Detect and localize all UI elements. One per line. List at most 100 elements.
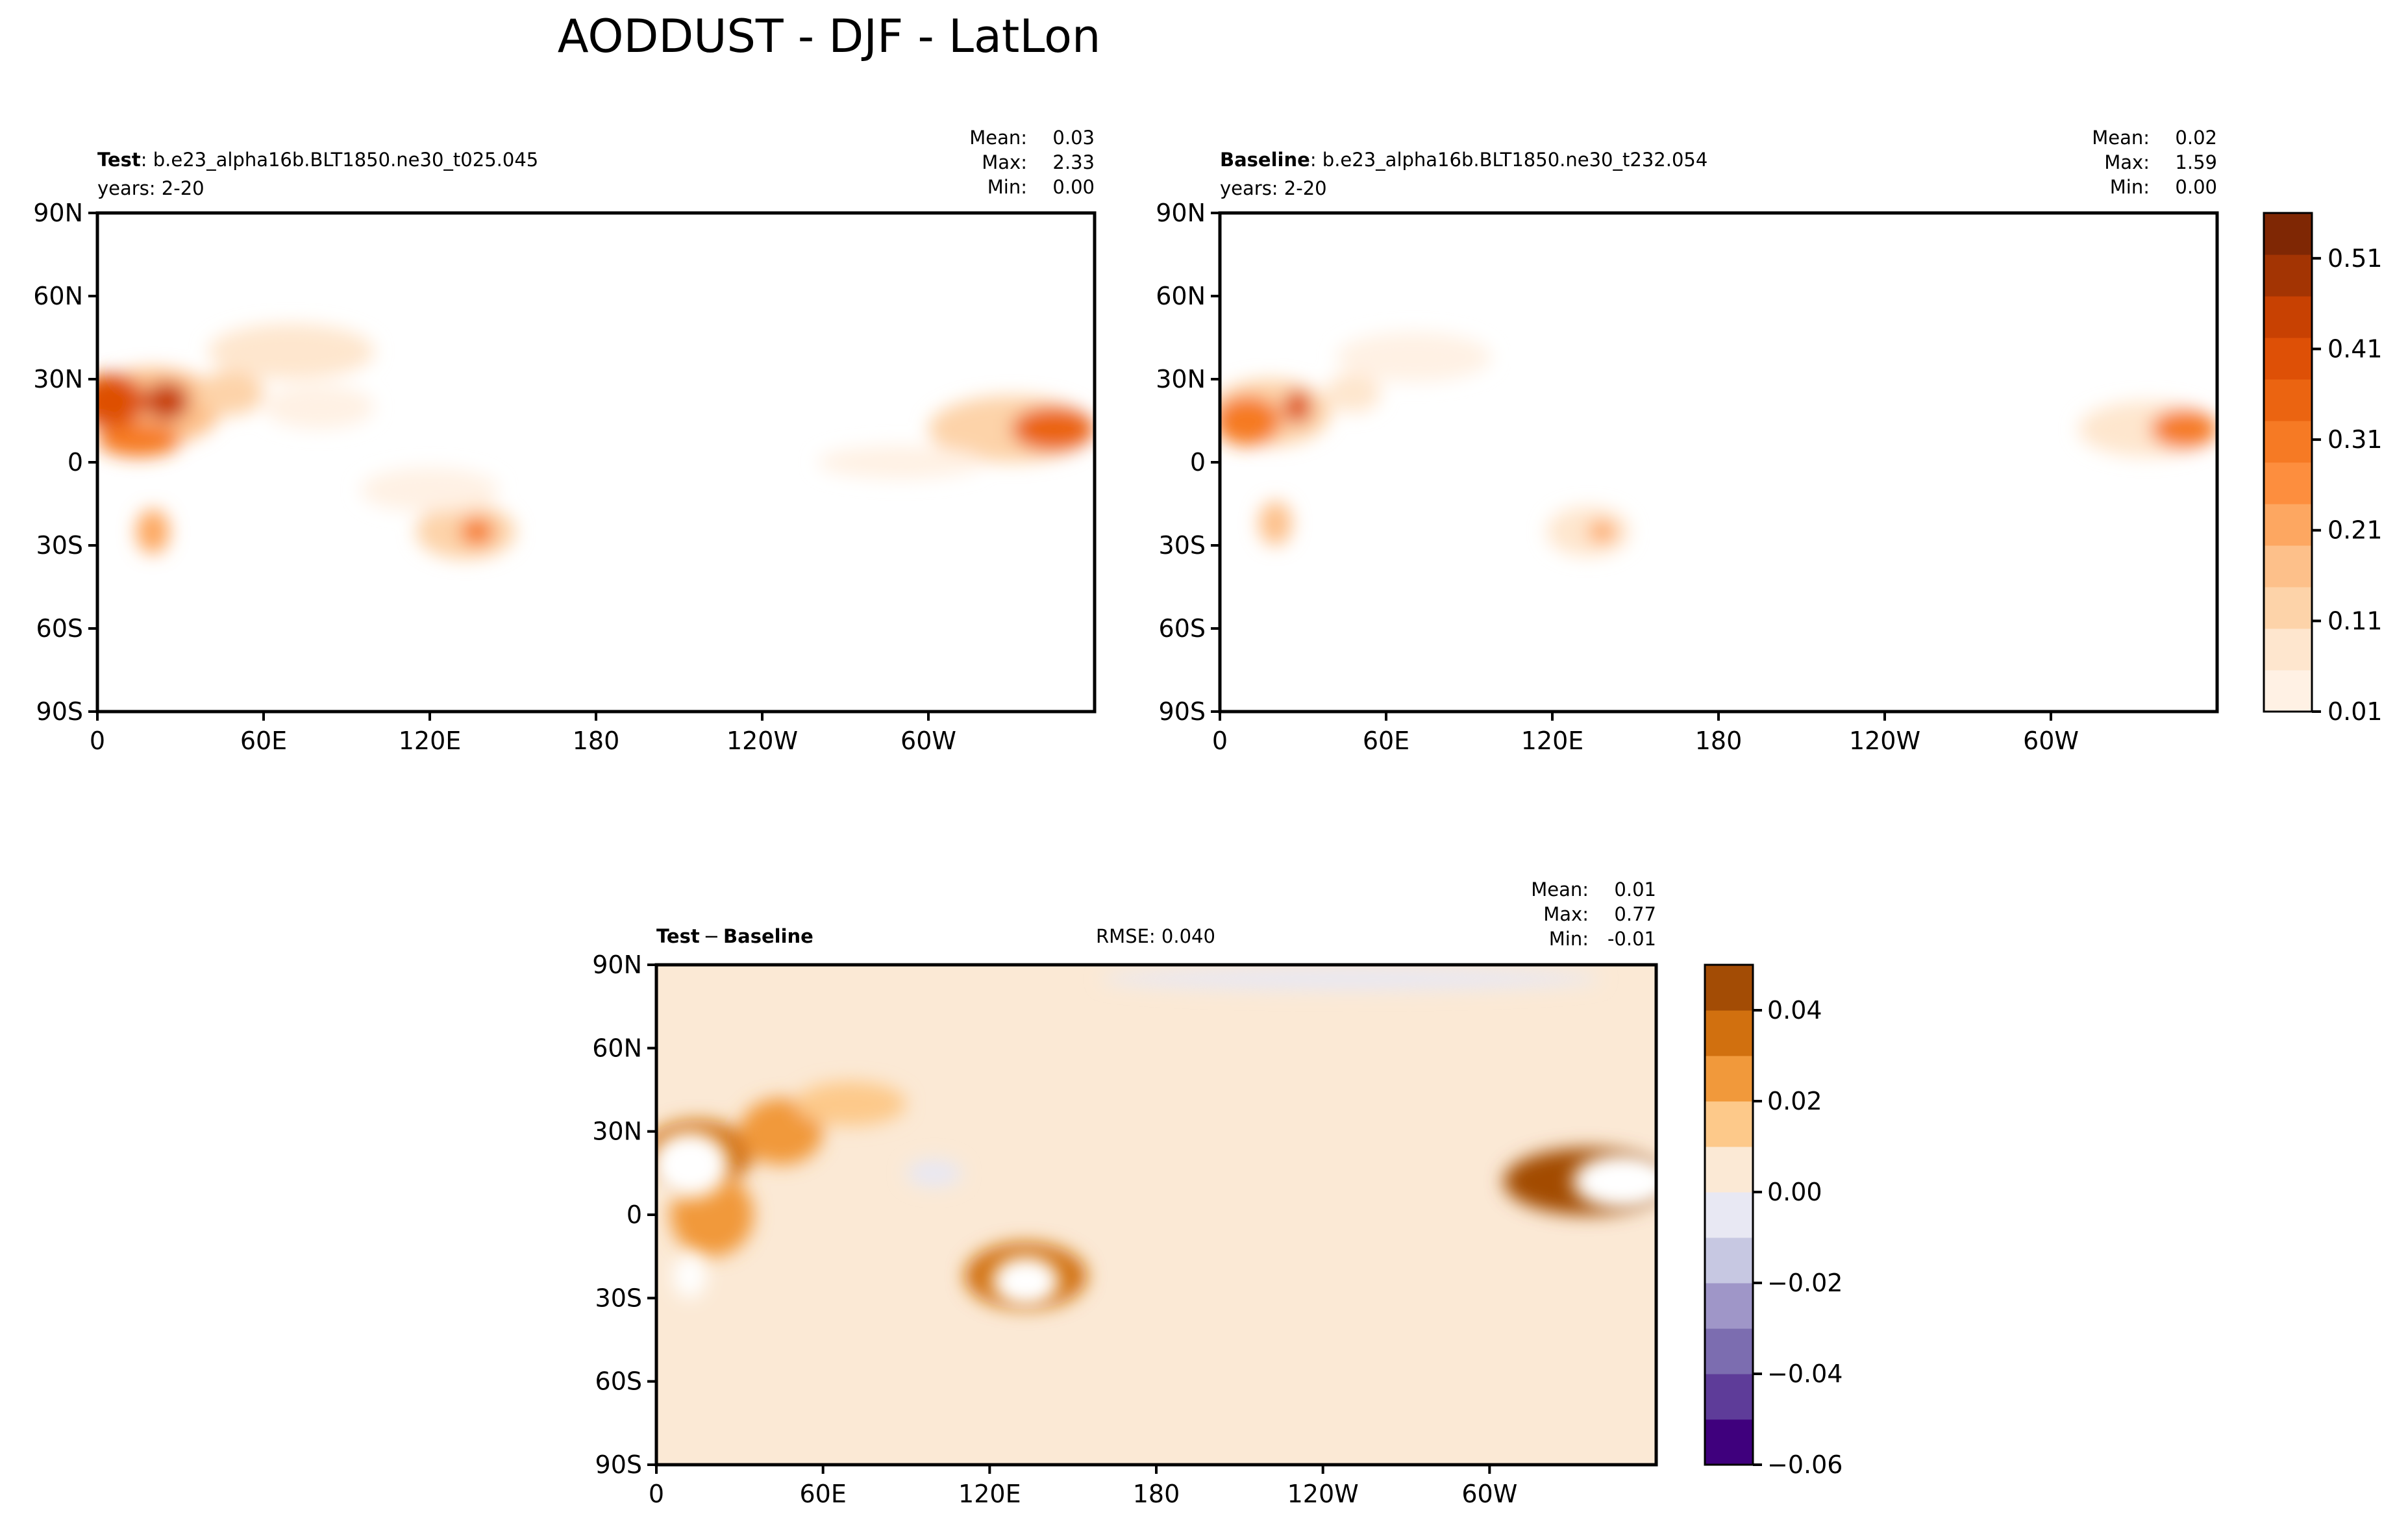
test-min-label: Min:: [987, 176, 1027, 198]
baseline-min-value: 0.00: [2175, 176, 2217, 198]
main-colorbar-segment-8: [2264, 338, 2312, 380]
baseline-axis-ticks: 0 60E 120E 180 120W 60W 90N 60N 30N 0 30S 60S 90S: [1156, 199, 2079, 755]
baseline-xtick-label-4: 120W: [1849, 727, 1920, 755]
test-ytick-label-2: 30N: [33, 365, 83, 393]
baseline-dust-blob-4: [1325, 373, 1381, 413]
diff-rmse: RMSE: 0.040: [1096, 925, 1215, 947]
baseline-ytick-label-6: 90S: [1159, 697, 1206, 726]
baseline-ytick-label-5: 60S: [1159, 614, 1206, 643]
test-xtick-label-0: 0: [90, 727, 105, 755]
diff-xtick-label-2: 120E: [958, 1480, 1021, 1508]
baseline-ytick-label-1: 60N: [1156, 282, 1206, 310]
test-dust-blob-13: [817, 445, 984, 479]
diff-colorbar-segment-9: [1705, 1010, 1753, 1056]
diff-xtick-label-5: 60W: [1461, 1480, 1517, 1508]
test-dust-blob-7: [264, 384, 375, 429]
figure-title: AODDUST - DJF - LatLon: [558, 10, 1101, 63]
test-mean-value: 0.03: [1052, 127, 1095, 149]
diff-ytick-label-5: 60S: [595, 1367, 642, 1396]
test-panel: 0 60E 120E 180 120W 60W 90N 60N 30N 0 30S 60S 90S Te…: [33, 127, 1097, 755]
test-years: years: 2-20: [97, 177, 205, 199]
baseline-case-name: : b.e23_alpha16b.BLT1850.ne30_t232.054: [1310, 149, 1707, 171]
baseline-xtick-label-2: 120E: [1521, 727, 1584, 755]
diff-masked-region-2: [992, 1256, 1060, 1307]
baseline-ytick-label-3: 0: [1190, 448, 1206, 477]
main-colorbar-segment-1: [2264, 628, 2312, 671]
diff-colorbar-segment-4: [1705, 1237, 1753, 1284]
baseline-dust-blob-7: [1588, 520, 1617, 543]
main-colorbar-segment-2: [2264, 587, 2312, 629]
baseline-dust-field: [1220, 332, 2217, 557]
test-xtick-label-2: 120E: [399, 727, 462, 755]
test-xtick-label-3: 180: [573, 727, 620, 755]
test-ytick-label-6: 90S: [36, 697, 83, 726]
baseline-mean-value: 0.02: [2175, 127, 2217, 149]
main-colorbar-segment-7: [2264, 379, 2312, 421]
diff-max-label: Max:: [1543, 903, 1589, 925]
baseline-ytick-label-0: 90N: [1156, 199, 1206, 227]
main-colorbar-tick-label-0: 0.01: [2327, 697, 2383, 726]
diff-colorbar-segment-1: [1705, 1374, 1753, 1420]
diff-masked-region-3: [1572, 1153, 1656, 1210]
test-ytick-label-3: 0: [68, 448, 83, 477]
diff-colorbar-segment-6: [1705, 1147, 1753, 1193]
diff-ytick-label-1: 60N: [592, 1034, 642, 1062]
svg-text:Baseline: b.e23_alpha16b.BLT18: Baseline: b.e23_alpha16b.BLT1850.ne30_t2…: [1220, 149, 1707, 171]
test-dust-blob-10: [360, 467, 499, 512]
diff-colorbar-segment-10: [1705, 965, 1753, 1011]
diff-colorbar-tick-label-1: 0.02: [1767, 1087, 1822, 1115]
test-max-label: Max:: [982, 151, 1027, 173]
baseline-min-label: Min:: [2110, 176, 2150, 198]
main-colorbar-segment-5: [2264, 462, 2312, 504]
baseline-ytick-label-2: 30N: [1156, 365, 1206, 393]
test-dust-blob-5: [197, 371, 264, 416]
diff-xtick-label-3: 180: [1133, 1480, 1180, 1508]
baseline-xtick-label-5: 60W: [2023, 727, 2079, 755]
main-colorbar-segment-4: [2264, 504, 2312, 546]
diff-blob-6: [906, 1159, 962, 1187]
diff-colorbar-tick-label-4: −0.04: [1767, 1360, 1843, 1388]
test-ytick-label-4: 30S: [36, 531, 83, 560]
main-colorbar-frame: [2263, 212, 2313, 713]
diff-ytick-label-6: 90S: [595, 1450, 642, 1479]
baseline-years: years: 2-20: [1220, 177, 1327, 199]
diff-ytick-label-3: 0: [627, 1200, 642, 1229]
diff-masked-region-1: [673, 1253, 707, 1299]
diff-masked-region-0: [656, 1131, 729, 1199]
test-mean-label: Mean:: [969, 127, 1027, 149]
main-colorbar-segment-11: [2264, 213, 2312, 255]
diff-axis-ticks: 0 60E 120E 180 120W 60W 90N 60N 30N 0 30S 60S 90S: [592, 951, 1517, 1508]
test-min-value: 0.00: [1052, 176, 1095, 198]
baseline-xtick-label-1: 60E: [1363, 727, 1409, 755]
diff-blob-7: [1100, 967, 1601, 990]
test-dust-blob-9: [460, 517, 494, 546]
main-colorbar-tick-label-3: 0.31: [2327, 425, 2383, 454]
baseline-dust-blob-1: [1220, 395, 1281, 446]
diff-colorbar-tick-label-0: 0.04: [1767, 996, 1822, 1025]
diff-colorbar-segment-8: [1705, 1056, 1753, 1102]
test-dust-blob-3: [97, 423, 180, 457]
diff-colorbar-tick-label-3: −0.02: [1767, 1269, 1843, 1297]
diff-colorbar-segment-0: [1705, 1419, 1753, 1465]
test-case-name: : b.e23_alpha16b.BLT1850.ne30_t025.045: [141, 149, 538, 171]
diff-ytick-label-4: 30S: [595, 1284, 642, 1312]
diff-colorbar-segment-7: [1705, 1101, 1753, 1147]
baseline-dust-blob-6: [1546, 506, 1630, 557]
test-ytick-label-0: 90N: [33, 199, 83, 227]
main-colorbar-tick-label-5: 0.51: [2327, 244, 2383, 273]
diff-colorbar: 0.04 0.02 0.00 −0.02 −0.04 −0.06: [1704, 963, 1843, 1479]
main-colorbar-segment-9: [2264, 296, 2312, 338]
diff-colorbar-segment-2: [1705, 1328, 1753, 1374]
diff-blob-1: [739, 1098, 823, 1165]
svg-text:Test: b.e23_alpha16b.BLT1850.n: Test: b.e23_alpha16b.BLT1850.ne30_t025.0…: [97, 149, 538, 171]
test-ytick-label-1: 60N: [33, 282, 83, 310]
baseline-dust-blob-5: [1336, 332, 1492, 382]
diff-colorbar-tick-label-5: −0.06: [1767, 1450, 1843, 1479]
baseline-xtick-label-3: 180: [1695, 727, 1743, 755]
test-xtick-label-4: 120W: [726, 727, 798, 755]
test-dust-blob-12: [1012, 406, 1095, 451]
test-xtick-label-5: 60W: [900, 727, 956, 755]
baseline-panel: 0 60E 120E 180 120W 60W 90N 60N 30N 0 30S 60S 90S Ba…: [1156, 127, 2219, 755]
main-colorbar-segment-6: [2264, 421, 2312, 463]
diff-blob-2: [795, 1081, 906, 1126]
